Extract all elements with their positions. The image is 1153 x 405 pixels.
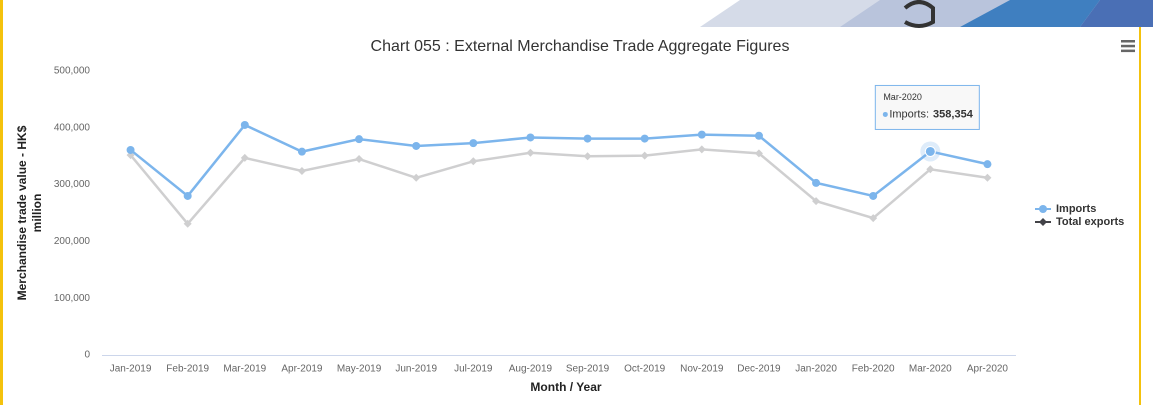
point <box>526 133 535 142</box>
y-axis-title: million <box>30 194 44 233</box>
point <box>183 219 192 228</box>
point <box>869 191 878 200</box>
point <box>355 135 364 144</box>
point <box>697 130 706 139</box>
x-tick-label: Nov-2019 <box>680 364 724 375</box>
menu-bar <box>1121 49 1135 53</box>
line <box>129 123 988 198</box>
point <box>412 141 421 150</box>
tooltip: Mar-2020 Imports: 358,354 <box>874 84 980 130</box>
point <box>983 160 992 169</box>
chart-title: Chart 055 : External Merchandise Trade A… <box>371 38 790 55</box>
tooltip-box <box>874 84 980 130</box>
x-tick-label: Sep-2019 <box>566 364 610 375</box>
point <box>469 157 478 166</box>
point <box>640 134 649 143</box>
tooltip-label: Imports: <box>889 108 929 120</box>
x-tick-label: Feb-2019 <box>166 364 209 375</box>
header-decoration <box>700 0 1153 28</box>
point <box>583 134 592 143</box>
tooltip-value: 358,354 <box>933 108 974 120</box>
decor-glyph <box>903 0 935 28</box>
point <box>126 145 135 154</box>
legend-marker <box>1039 205 1047 213</box>
left-border <box>0 0 3 405</box>
point <box>754 131 763 140</box>
point <box>869 214 878 223</box>
point <box>983 173 992 182</box>
line <box>129 148 988 226</box>
y-tick-label: 0 <box>84 350 90 361</box>
x-tick-label: Apr-2020 <box>967 364 1009 375</box>
point <box>240 153 249 162</box>
x-tick-label: Apr-2019 <box>281 364 323 375</box>
point <box>355 155 364 164</box>
point <box>526 148 535 157</box>
legend-label: Total exports <box>1056 216 1124 228</box>
y-axis-title: Merchandise trade value - HK$ <box>15 125 29 300</box>
point <box>583 152 592 161</box>
point <box>297 147 306 156</box>
x-tick-label: Jan-2020 <box>795 364 837 375</box>
tooltip-title: Mar-2020 <box>883 92 922 102</box>
tooltip-dot <box>882 111 888 117</box>
x-tick-label: Mar-2019 <box>223 364 266 375</box>
y-tick-label: 400,000 <box>54 122 91 133</box>
point <box>754 149 763 158</box>
x-tick-label: Feb-2020 <box>852 364 895 375</box>
menu-bar <box>1121 40 1135 43</box>
point <box>926 165 935 174</box>
y-tick-label: 200,000 <box>54 236 91 247</box>
right-border <box>1139 27 1141 405</box>
x-tick-label: May-2019 <box>337 364 382 375</box>
series <box>126 120 992 200</box>
legend-label: Imports <box>1056 203 1096 215</box>
point <box>812 197 821 206</box>
x-tick-label: Jul-2019 <box>454 364 493 375</box>
y-tick-label: 300,000 <box>54 179 91 190</box>
legend-marker <box>1039 218 1047 226</box>
decor-shape <box>960 0 1100 27</box>
x-tick-label: Dec-2019 <box>737 364 781 375</box>
tooltip-text: Imports: 358,354 <box>889 108 973 120</box>
decor-shape <box>1080 0 1153 27</box>
point <box>183 191 192 200</box>
series <box>126 145 992 228</box>
y-tick-label: 100,000 <box>54 293 91 304</box>
point <box>697 145 706 154</box>
point <box>240 120 249 129</box>
x-tick-label: Jan-2019 <box>110 364 152 375</box>
y-tick-label: 500,000 <box>54 66 91 77</box>
point <box>812 178 821 187</box>
menu-bar <box>1121 44 1135 48</box>
x-axis-title: Month / Year <box>530 380 601 394</box>
x-tick-label: Jun-2019 <box>395 364 437 375</box>
hover-point <box>924 145 936 157</box>
decor-shape <box>840 0 1010 27</box>
x-tick-label: Oct-2019 <box>624 364 666 375</box>
x-tick-label: Mar-2020 <box>909 364 952 375</box>
menu-button[interactable] <box>1121 40 1135 53</box>
x-tick-label: Aug-2019 <box>509 364 553 375</box>
point <box>640 151 649 160</box>
point <box>412 173 421 182</box>
point <box>297 166 306 175</box>
point <box>469 139 478 148</box>
